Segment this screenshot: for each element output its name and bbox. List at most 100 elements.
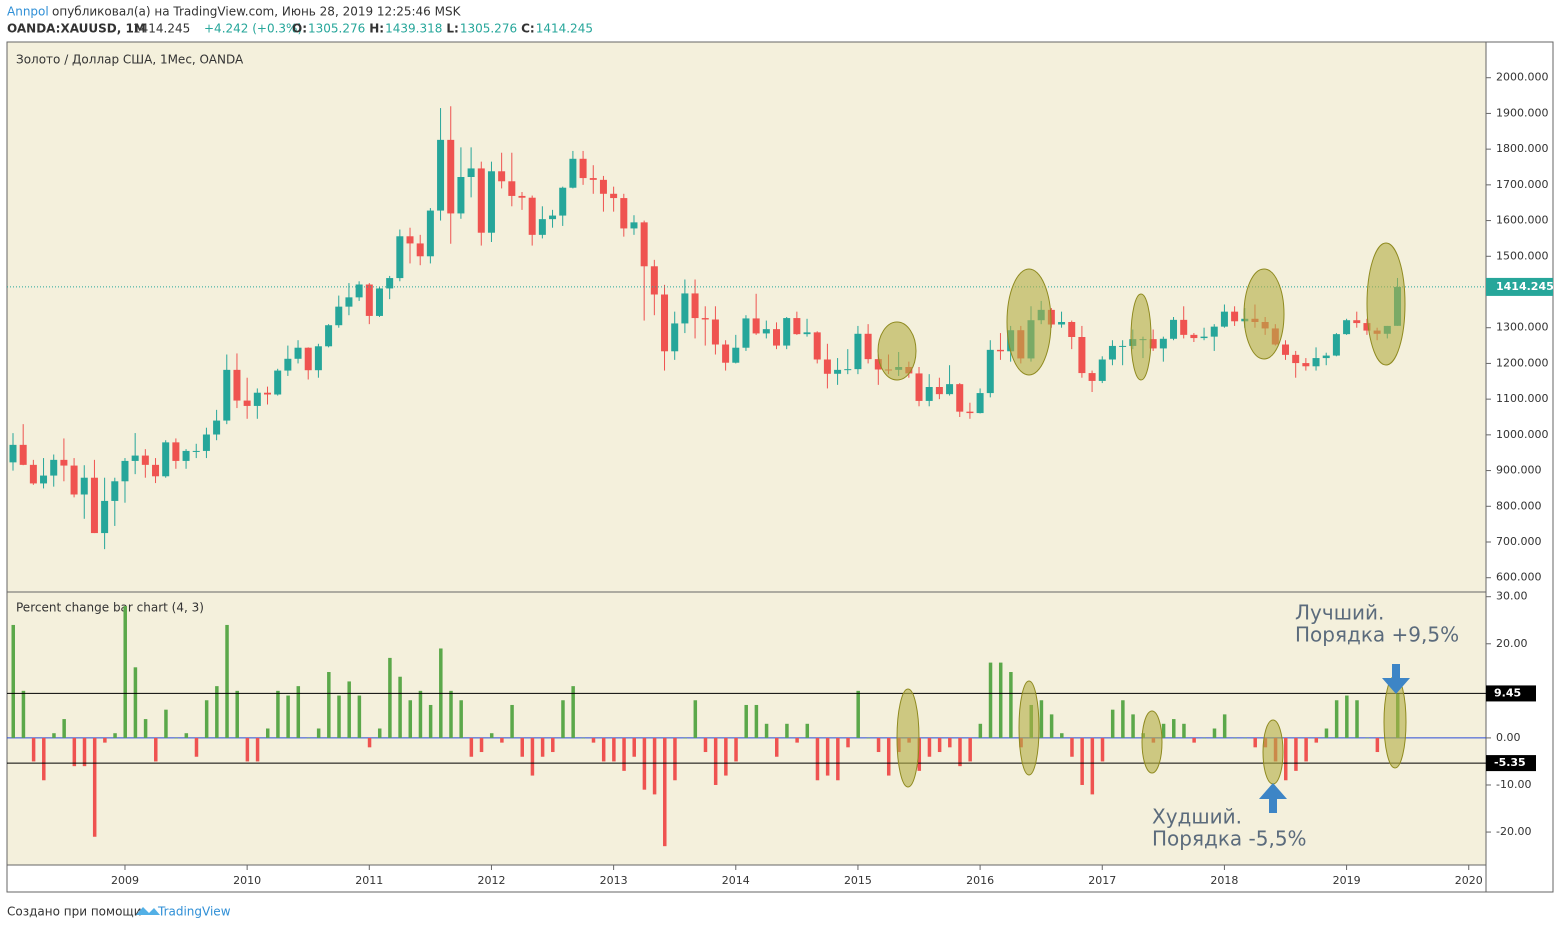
candle-body [60, 459, 68, 466]
last-price-label: 1414.245 [1496, 280, 1554, 293]
candle-body [253, 392, 261, 406]
candle-body [752, 318, 760, 334]
candle-body [1088, 373, 1096, 381]
arrow [1382, 664, 1410, 694]
candle-body [783, 318, 791, 346]
candle-body [416, 243, 424, 257]
candle-body [681, 293, 689, 324]
candle-body [19, 444, 27, 465]
candle-body [50, 459, 58, 476]
bar [998, 662, 1003, 738]
bar [571, 686, 575, 738]
y-tick-label: 20.00 [1496, 637, 1528, 650]
y-tick-label: -20.00 [1496, 825, 1531, 838]
y-tick-label: 30.00 [1496, 590, 1528, 603]
candle-body [121, 460, 129, 482]
bar [337, 695, 341, 738]
y-tick-label: 1000.000 [1496, 428, 1549, 441]
bar [31, 737, 36, 762]
candle-body [202, 434, 210, 451]
candle-body [396, 236, 404, 279]
bar [632, 737, 636, 757]
bar [622, 737, 626, 771]
bar [856, 690, 860, 738]
y-tick-label: 900.000 [1496, 464, 1542, 477]
candle-body [538, 219, 546, 235]
candle-body [467, 168, 475, 177]
candle-body [915, 373, 923, 401]
bar [225, 624, 229, 738]
x-tick-label: 2010 [233, 874, 261, 887]
ellipse [1006, 268, 1052, 376]
ellipse [1262, 719, 1284, 785]
bar [72, 737, 77, 767]
bar [469, 737, 474, 757]
candle-body [549, 215, 557, 220]
frame [6, 41, 1554, 893]
candle-body [90, 477, 98, 534]
bar [713, 737, 718, 785]
bar [11, 624, 15, 738]
y-tick-label: 1500.000 [1496, 249, 1549, 262]
candle-body [294, 347, 302, 359]
bar [510, 704, 514, 738]
bar [398, 676, 402, 738]
bar [367, 737, 372, 748]
bar [1080, 737, 1084, 785]
bar [52, 733, 56, 738]
bar [276, 690, 280, 738]
bar [1365, 737, 1369, 739]
bar [449, 690, 453, 738]
candle-body [569, 158, 577, 188]
candle-body [976, 393, 984, 414]
level-box [1486, 685, 1536, 702]
author[interactable]: Annpol [7, 5, 49, 19]
candle-body [233, 369, 241, 401]
y-tick-label: 600.000 [1496, 571, 1542, 584]
ohlc-value: 1414.245 [536, 22, 593, 36]
x-tick-label: 2019 [1333, 874, 1361, 887]
ohlc-value: 1439.318 [385, 22, 442, 36]
candle-body [1353, 320, 1361, 324]
candle-body [1210, 326, 1218, 337]
candle-body [243, 400, 251, 406]
candle-body [803, 332, 811, 335]
arrow [1259, 783, 1287, 813]
footer-brand[interactable]: TradingView [157, 905, 231, 919]
bar [591, 737, 596, 743]
bar [937, 737, 942, 753]
candle-body [671, 323, 679, 352]
bar [327, 672, 331, 738]
bar [581, 737, 586, 739]
bar [663, 737, 667, 847]
bar [754, 704, 759, 738]
bar [795, 737, 799, 743]
last-price-box [1486, 277, 1553, 296]
candle-body [620, 198, 628, 229]
y-tick-label: 0.00 [1496, 731, 1521, 744]
candle-body [793, 318, 801, 335]
bar [805, 723, 810, 738]
bar [133, 667, 138, 738]
candle-body [559, 187, 567, 216]
candle-body [304, 347, 312, 371]
candle-body [141, 455, 149, 465]
bar [1192, 737, 1196, 743]
bar [744, 704, 748, 738]
candle-body [1068, 322, 1076, 337]
bar [347, 681, 351, 738]
bar [123, 606, 127, 738]
candle-body [966, 411, 974, 414]
bar [1090, 737, 1095, 795]
bar [1172, 719, 1176, 738]
candle-body [477, 168, 485, 233]
candle-body [325, 325, 333, 347]
candle-body [1058, 322, 1066, 325]
bar [42, 737, 46, 781]
candle-body [335, 306, 343, 326]
x-tick-label: 2015 [844, 874, 872, 887]
y-tick-label: 800.000 [1496, 499, 1542, 512]
y-tick-label: 1600.000 [1496, 214, 1549, 227]
annotation: Порядка -5,5% [1152, 827, 1307, 851]
bar [377, 728, 382, 738]
